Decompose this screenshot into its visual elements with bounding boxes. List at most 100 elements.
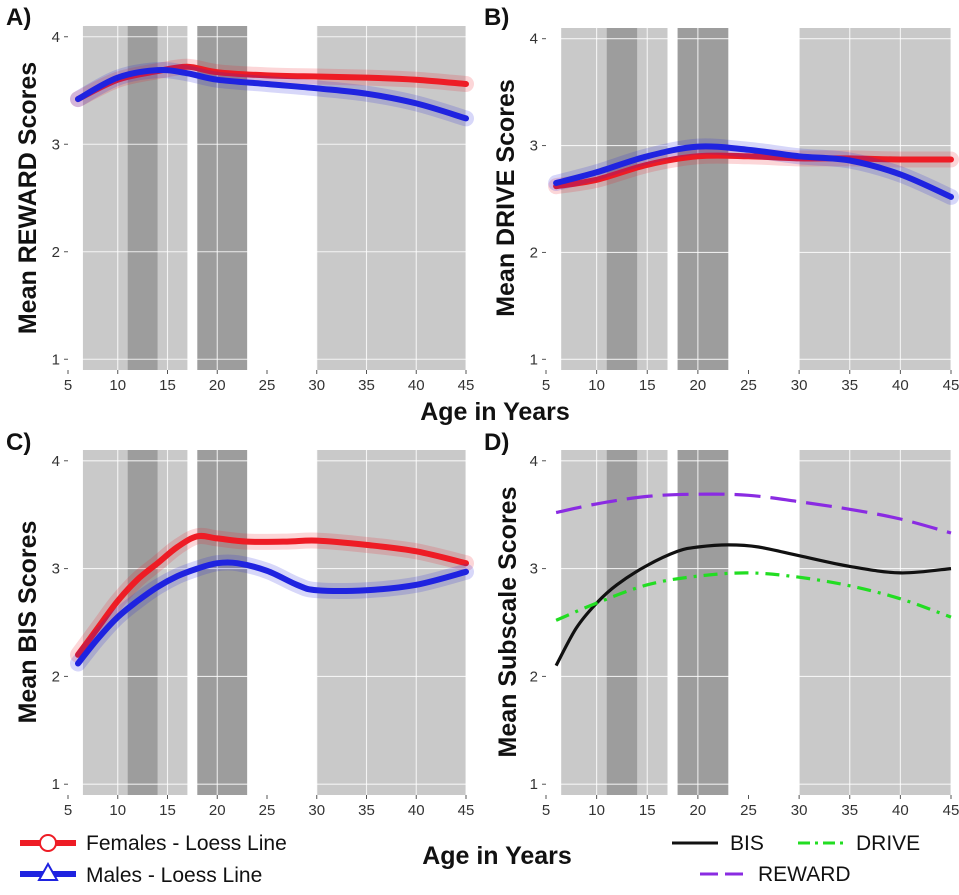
panel-d: 5 10 15 20 25 30 35 40 45 1 2 3 4 D) Mean Subscale S…	[484, 429, 959, 819]
legend-subscales: BIS DRIVE REWARD	[672, 832, 920, 886]
x-tick-label: 45	[943, 377, 959, 394]
x-tick-label: 25	[259, 377, 276, 394]
x-tick-label: 35	[358, 377, 375, 394]
x-tick-label: 5	[542, 802, 550, 819]
dark-age-band-1	[127, 450, 158, 795]
y-tick-label: 4	[52, 29, 60, 46]
panel-a-label: A)	[6, 4, 31, 31]
x-tick-label: 15	[159, 802, 176, 819]
panel-a-y-axis-label: Mean REWARD Scores	[14, 62, 42, 334]
dark-age-band-1	[606, 450, 638, 795]
x-tick-label: 5	[64, 377, 72, 394]
panel-b-plot: 5 10 15 20 25 30 35 40 45 1 2 3 4	[530, 28, 959, 394]
y-tick-label: 1	[52, 776, 60, 793]
x-tick-label: 40	[892, 377, 909, 394]
dark-age-band-2	[677, 450, 729, 795]
x-tick-label: 15	[639, 377, 656, 394]
dark-age-band-1	[127, 26, 158, 370]
y-tick-label: 3	[530, 138, 538, 155]
x-tick-label: 25	[740, 802, 757, 819]
age-band-3	[799, 450, 951, 795]
legend-item-males: Males - Loess Line	[20, 861, 262, 887]
panel-c-plot: 5 10 15 20 25 30 35 40 45 1 2 3 4	[52, 450, 475, 819]
dark-age-band-1	[606, 28, 638, 370]
panel-d-y-axis-label: Mean Subscale Scores	[494, 487, 522, 758]
x-tick-label: 45	[458, 802, 475, 819]
x-tick-label: 20	[209, 377, 226, 394]
x-tick-label: 10	[588, 377, 605, 394]
age-band-3	[316, 450, 466, 795]
legend-label-reward: REWARD	[758, 863, 851, 886]
panel-d-plot: 5 10 15 20 25 30 35 40 45 1 2 3 4	[530, 450, 959, 819]
y-tick-label: 4	[530, 31, 538, 48]
y-tick-label: 2	[52, 244, 60, 261]
loess-line-males-loess-line	[553, 143, 954, 200]
legend-item-drive: DRIVE	[798, 832, 920, 855]
x-tick-label: 20	[690, 377, 707, 394]
x-tick-label: 25	[740, 377, 757, 394]
x-tick-label: 20	[690, 802, 707, 819]
x-tick-label: 45	[943, 802, 959, 819]
x-tick-label: 10	[109, 802, 126, 819]
x-tick-label: 30	[308, 802, 325, 819]
panel-b: 5 10 15 20 25 30 35 40 45 1 2 3 4 B) Mean DRIVE Scor…	[484, 4, 959, 394]
x-tick-label: 40	[408, 802, 425, 819]
y-tick-label: 4	[52, 453, 60, 470]
x-tick-label: 35	[358, 802, 375, 819]
legend-item-females: Females - Loess Line	[20, 832, 287, 855]
x-tick-label: 25	[259, 802, 276, 819]
panel-a: 5 10 15 20 25 30 35 40 45 1 2 3 4 A) Mean REWARD Sco…	[6, 4, 474, 394]
x-tick-label: 15	[159, 377, 176, 394]
y-tick-label: 1	[52, 351, 60, 368]
panel-c-y-axis-label: Mean BIS Scores	[14, 521, 42, 724]
panel-d-label: D)	[484, 429, 509, 456]
circle-marker-icon	[39, 834, 57, 852]
legend-sex: Females - Loess Line Males - Loess Line	[20, 832, 287, 887]
x-tick-label: 35	[841, 377, 858, 394]
x-tick-label: 35	[841, 802, 858, 819]
y-tick-label: 3	[530, 561, 538, 578]
y-tick-label: 1	[530, 351, 538, 368]
panel-b-label: B)	[484, 4, 509, 31]
legend-label-males: Males - Loess Line	[86, 864, 262, 887]
panel-b-y-axis-label: Mean DRIVE Scores	[492, 79, 520, 317]
panel-a-plot: 5 10 15 20 25 30 35 40 45 1 2 3 4	[52, 26, 475, 394]
age-band-3	[799, 28, 951, 370]
loess-line-females-loess-line	[75, 532, 469, 658]
legend-label-bis: BIS	[730, 832, 764, 855]
panel-c-label: C)	[6, 429, 31, 456]
x-tick-label: 10	[109, 377, 126, 394]
x-tick-label: 30	[308, 377, 325, 394]
y-tick-label: 3	[52, 561, 60, 578]
x-tick-label: 15	[639, 802, 656, 819]
y-tick-label: 3	[52, 136, 60, 153]
loess-line-males-loess-line	[75, 66, 469, 122]
y-tick-label: 4	[530, 453, 538, 470]
dark-age-band-2	[197, 450, 248, 795]
y-tick-label: 1	[530, 776, 538, 793]
y-tick-label: 2	[530, 244, 538, 261]
panel-c: 5 10 15 20 25 30 35 40 45 1 2 3 4 C) Mean BIS Scores	[6, 429, 474, 819]
x-tick-label: 10	[588, 802, 605, 819]
triangle-marker-icon	[37, 861, 59, 881]
x-tick-label: 5	[542, 377, 550, 394]
legend-item-reward: REWARD	[700, 863, 851, 886]
y-tick-label: 2	[52, 668, 60, 685]
legend-label-females: Females - Loess Line	[86, 832, 287, 855]
x-tick-label: 5	[64, 802, 72, 819]
x-tick-label: 30	[791, 377, 808, 394]
legend-label-drive: DRIVE	[856, 832, 920, 855]
x-tick-label: 40	[408, 377, 425, 394]
x-tick-label: 45	[458, 377, 475, 394]
loess-line-males-loess-line	[75, 559, 469, 667]
series-line-reward	[555, 492, 952, 535]
dark-age-band-2	[677, 28, 729, 370]
y-tick-label: 2	[530, 668, 538, 685]
x-axis-label-top: Age in Years	[420, 398, 570, 426]
x-axis-label-bottom: Age in Years	[422, 842, 572, 870]
x-tick-label: 20	[209, 802, 226, 819]
x-tick-label: 30	[791, 802, 808, 819]
legend-item-bis: BIS	[672, 832, 764, 855]
x-tick-label: 40	[892, 802, 909, 819]
